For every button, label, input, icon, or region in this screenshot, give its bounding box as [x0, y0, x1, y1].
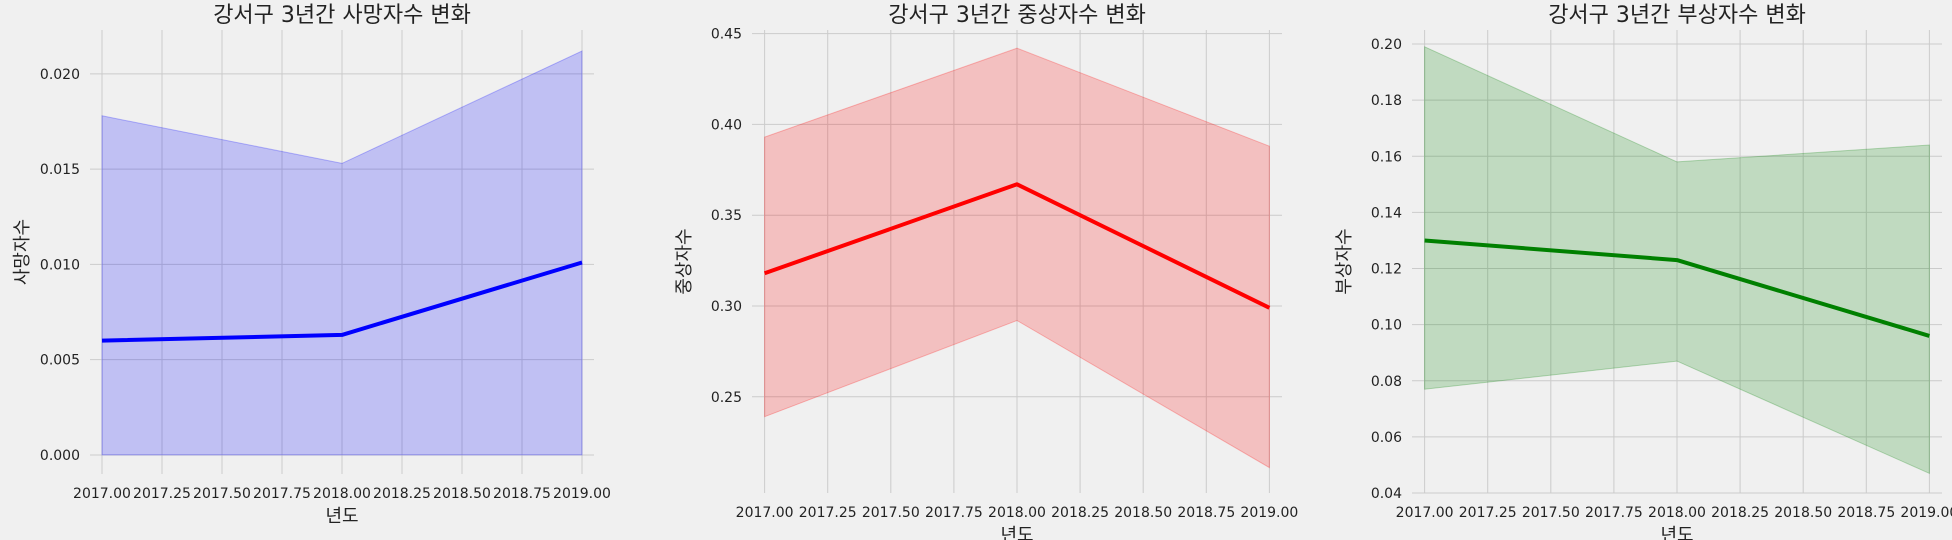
y-tick-label: 0.10	[1371, 318, 1402, 334]
x-tick-label: 2017.00	[73, 486, 131, 502]
y-tick-label: 0.08	[1371, 374, 1402, 390]
x-tick-label: 2018.50	[433, 486, 491, 502]
x-tick-label: 2018.75	[1177, 505, 1235, 521]
x-tick-label: 2017.25	[133, 486, 191, 502]
x-tick-label: 2018.00	[313, 486, 371, 502]
x-tick-label: 2019.00	[553, 486, 611, 502]
x-tick-label: 2017.25	[799, 505, 857, 521]
x-tick-label: 2018.00	[1648, 505, 1706, 521]
y-tick-label: 0.45	[711, 27, 742, 43]
series-line	[101, 260, 583, 343]
chart-title: 강서구 3년간 부상자수 변화	[1548, 3, 1806, 28]
y-tick-label: 0.35	[711, 208, 742, 224]
y-tick-label: 0.20	[1371, 37, 1402, 53]
confidence-band	[764, 47, 1270, 469]
y-tick-label: 0.18	[1371, 93, 1402, 109]
x-tick-label: 2018.25	[1051, 505, 1109, 521]
y-axis-label: 사망자수	[12, 219, 33, 285]
y-axis-label: 부상자수	[1334, 228, 1355, 294]
y-tick-label: 0.30	[711, 299, 742, 315]
x-tick-label: 2017.75	[1585, 505, 1643, 521]
x-tick-label: 2017.75	[925, 505, 983, 521]
series-line	[1424, 238, 1930, 338]
x-tick-label: 2017.75	[253, 486, 311, 502]
y-tick-label: 0.06	[1371, 430, 1402, 446]
chart-panel-1: 2017.00 2017.25 2017.50 2017.75 2018.00 2018.…	[12, 3, 611, 527]
chart-panel-3: 2017.00 2017.25 2017.50 2017.75 2018.00 2018.…	[1334, 3, 1952, 540]
x-tick-label: 2018.75	[493, 486, 551, 502]
series-line	[763, 182, 1271, 310]
chart-title: 강서구 3년간 사망자수 변화	[213, 3, 471, 28]
x-tick-label: 2019.00	[1240, 505, 1298, 521]
x-tick-label: 2017.50	[862, 505, 920, 521]
y-tick-label: 0.020	[40, 67, 80, 83]
x-tick-label: 2018.00	[988, 505, 1046, 521]
y-tick-label: 0.25	[711, 390, 742, 406]
x-tick-label: 2018.75	[1837, 505, 1895, 521]
y-tick-label: 0.04	[1371, 486, 1402, 502]
x-tick-label: 2018.25	[373, 486, 431, 502]
chart-title: 강서구 3년간 중상자수 변화	[888, 3, 1146, 28]
y-tick-label: 0.015	[40, 162, 80, 178]
x-tick-label: 2017.50	[193, 486, 251, 502]
x-axis-label: 년도	[325, 506, 358, 527]
y-tick-label: 0.14	[1371, 205, 1402, 221]
x-tick-label: 2018.50	[1774, 505, 1832, 521]
y-tick-label: 0.16	[1371, 149, 1402, 165]
x-tick-label: 2017.25	[1459, 505, 1517, 521]
x-tick-label: 2018.25	[1711, 505, 1769, 521]
y-tick-label: 0.000	[40, 448, 80, 464]
x-tick-label: 2019.00	[1900, 505, 1952, 521]
y-tick-label: 0.12	[1371, 262, 1402, 278]
x-tick-label: 2018.50	[1114, 505, 1172, 521]
x-tick-label: 2017.00	[736, 505, 794, 521]
chart-panel-2: 2017.00 2017.25 2017.50 2017.75 2018.00 2018.…	[674, 3, 1298, 540]
confidence-band	[101, 50, 583, 456]
y-tick-label: 0.005	[40, 353, 80, 369]
x-axis-label: 년도	[1660, 525, 1693, 540]
y-axis-label: 중상자수	[674, 228, 695, 294]
x-tick-label: 2017.00	[1396, 505, 1454, 521]
x-axis-label: 년도	[1000, 525, 1033, 540]
y-tick-label: 0.010	[40, 257, 80, 273]
x-tick-label: 2017.50	[1522, 505, 1580, 521]
y-tick-label: 0.40	[711, 117, 742, 133]
